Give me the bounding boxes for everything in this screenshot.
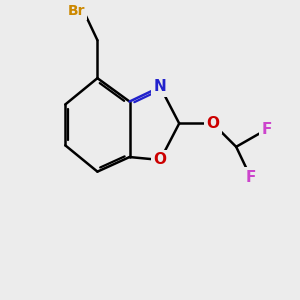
Text: O: O: [154, 152, 167, 167]
Text: O: O: [206, 116, 219, 131]
Text: F: F: [246, 170, 256, 185]
Text: Br: Br: [68, 4, 86, 18]
Text: F: F: [262, 122, 272, 137]
Text: N: N: [154, 80, 167, 94]
